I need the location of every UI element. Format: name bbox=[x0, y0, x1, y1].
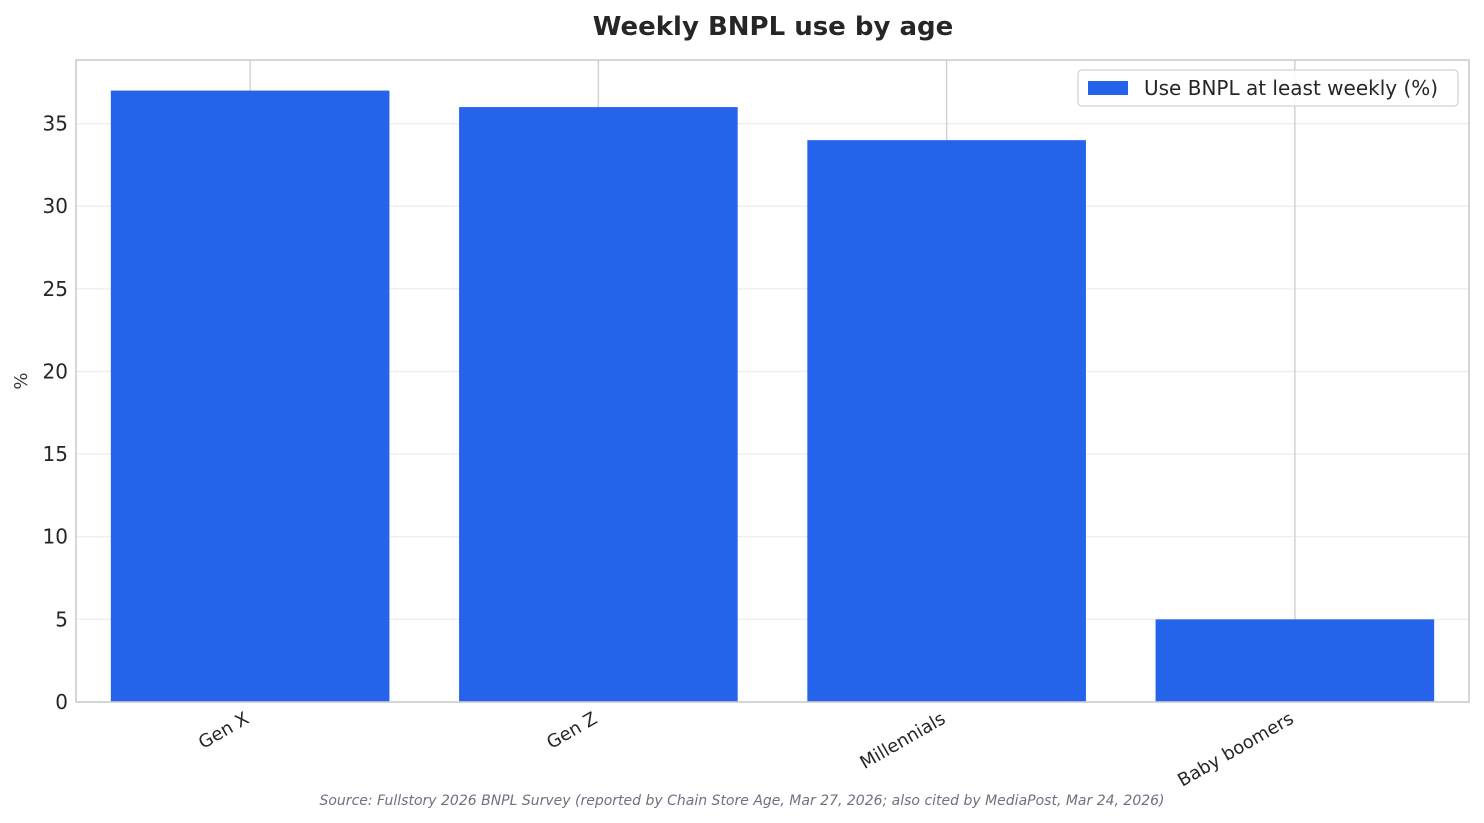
y-tick-label: 0 bbox=[55, 690, 68, 714]
y-tick-label: 15 bbox=[43, 442, 68, 466]
y-tick-label: 35 bbox=[43, 112, 68, 136]
bar bbox=[110, 90, 390, 703]
legend-swatch bbox=[1088, 81, 1128, 95]
x-tick-label: Gen Z bbox=[543, 708, 601, 753]
plot-frame bbox=[75, 59, 1470, 703]
bar bbox=[1155, 619, 1435, 702]
x-tick-label: Gen X bbox=[195, 708, 253, 753]
chart-title: Weekly BNPL use by age bbox=[593, 12, 954, 42]
y-axis-label: % bbox=[11, 372, 32, 389]
legend-label: Use BNPL at least weekly (%) bbox=[1144, 76, 1438, 100]
legend: Use BNPL at least weekly (%) bbox=[1077, 69, 1459, 107]
y-tick-label: 25 bbox=[43, 277, 68, 301]
legend-box bbox=[1077, 69, 1459, 107]
bar bbox=[459, 107, 738, 702]
bars bbox=[110, 90, 1435, 703]
source-note: Source: Fullstory 2026 BNPL Survey (repo… bbox=[319, 793, 1164, 809]
y-tick-label: 10 bbox=[43, 525, 68, 549]
x-tick-label: Millennials bbox=[856, 708, 949, 774]
x-tick-label: Baby boomers bbox=[1174, 708, 1297, 791]
bar bbox=[807, 140, 1086, 702]
y-tick-label: 20 bbox=[43, 359, 68, 383]
x-axis-labels: Gen X Gen Z Millennials Baby boomers bbox=[195, 708, 1297, 791]
y-tick-label: 5 bbox=[55, 607, 68, 631]
y-tick-label: 30 bbox=[43, 194, 68, 218]
y-axis-ticks: 0 5 10 15 20 25 30 35 bbox=[43, 112, 68, 714]
